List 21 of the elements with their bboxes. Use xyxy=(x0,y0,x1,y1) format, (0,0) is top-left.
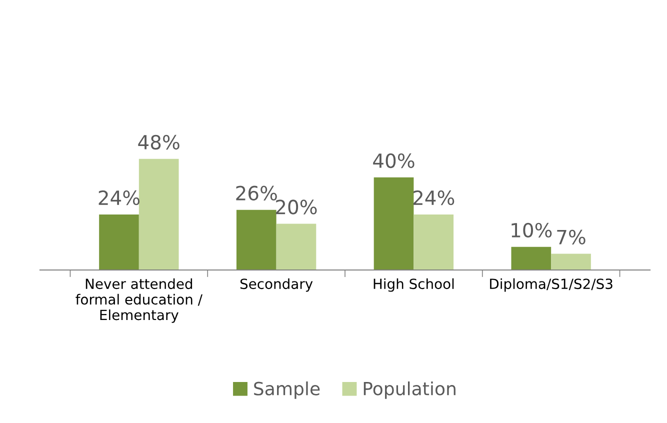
legend-label: Population xyxy=(364,381,456,399)
bar xyxy=(374,177,414,270)
data-label: 40% xyxy=(373,153,414,168)
data-label: 10% xyxy=(512,222,552,238)
bar xyxy=(236,210,276,270)
x-tick-label: Diploma/S1/S2/S3 xyxy=(490,278,612,292)
bar xyxy=(138,158,179,270)
data-label: 7% xyxy=(557,230,586,244)
x-tick-label: Never attended formal education / Elementary xyxy=(76,278,203,323)
bar xyxy=(511,246,552,270)
x-tick-label: Secondary xyxy=(240,278,313,292)
bar xyxy=(99,214,139,270)
data-label: 24% xyxy=(413,190,454,206)
data-label: 48% xyxy=(138,134,180,150)
bar xyxy=(414,214,454,270)
bar xyxy=(551,254,591,270)
x-tick-label: High School xyxy=(374,278,454,292)
data-label: 20% xyxy=(276,200,317,214)
bar xyxy=(276,224,316,270)
data-label: 26% xyxy=(236,186,277,200)
legend-label: Sample xyxy=(254,381,320,399)
